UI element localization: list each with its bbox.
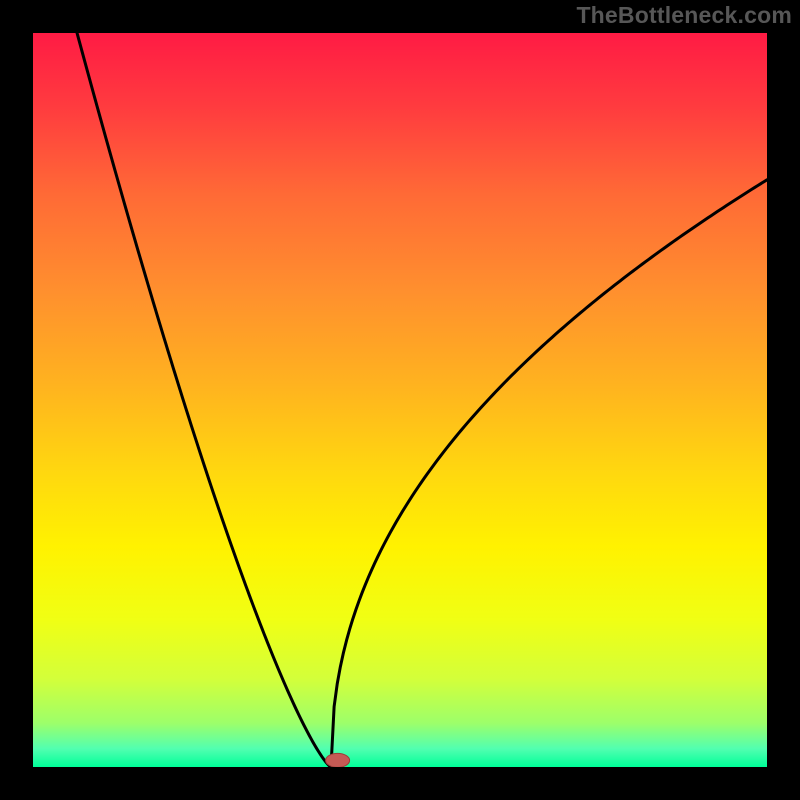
gradient-background — [33, 33, 767, 767]
watermark-text: TheBottleneck.com — [576, 2, 792, 29]
chart-container: TheBottleneck.com — [0, 0, 800, 800]
plot-svg — [33, 33, 767, 767]
optimum-marker — [326, 753, 350, 767]
plot-area — [33, 33, 767, 767]
